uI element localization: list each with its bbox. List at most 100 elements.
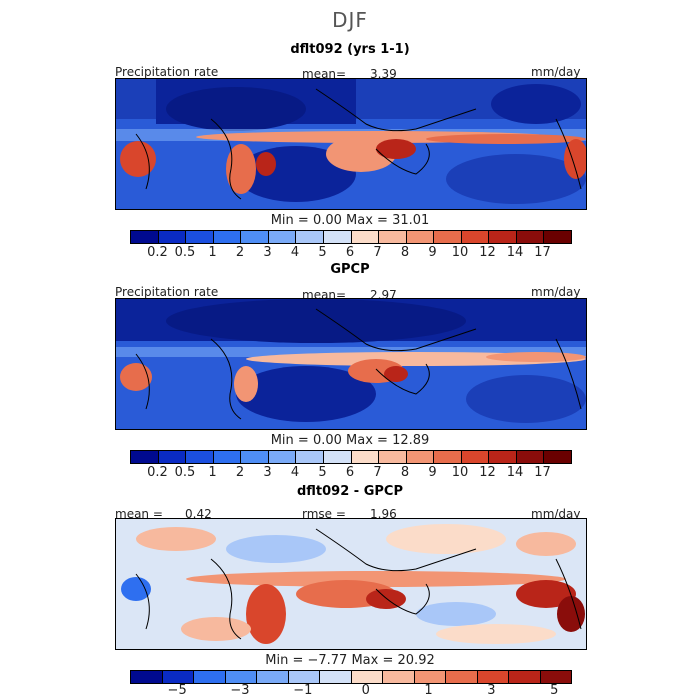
colorbar-tick-label: 3 <box>263 465 272 480</box>
panel-2-min-value: 0.00 <box>312 433 342 448</box>
panel-1-min-value: 0.00 <box>312 213 342 228</box>
colorbar-swatch <box>540 671 571 683</box>
colorbar-tick-label: 5 <box>550 683 559 698</box>
colorbar-tick-label: −3 <box>230 683 250 698</box>
colorbar-swatch <box>489 231 517 243</box>
colorbar-swatch <box>509 671 541 683</box>
panel-3-units: mm/day <box>531 507 581 521</box>
colorbar-swatch <box>351 451 380 463</box>
panel-1-max-value: 31.01 <box>392 213 430 228</box>
colorbar-tick-label: 2 <box>235 245 245 260</box>
colorbar-swatch <box>434 231 462 243</box>
panel-2-title: GPCP <box>330 262 370 277</box>
colorbar-tick-label: 2 <box>235 465 245 480</box>
colorbar-tick-label: 5 <box>318 245 327 260</box>
colorbar-tick-label: −1 <box>293 683 313 698</box>
panel-1-mean-value: 3.39 <box>370 67 397 81</box>
panel-1-max-label: Max = <box>346 213 388 228</box>
colorbar-swatch <box>186 231 214 243</box>
colorbar-swatch <box>461 231 490 243</box>
panel-1-colorbar-ticks: 0.2 0.5 1 2 3 4 5 6 7 8 9 10 12 14 17 <box>130 245 570 261</box>
colorbar-tick-label: 1 <box>208 245 217 260</box>
panel-1-variable-label: Precipitation rate <box>115 65 219 79</box>
colorbar-swatch <box>446 671 478 683</box>
colorbar-tick-label: 8 <box>400 465 410 480</box>
panel-2-variable-label: Precipitation rate <box>115 285 219 299</box>
panel-3-min-label: Min = <box>265 653 304 668</box>
panel-1-field <box>116 79 586 209</box>
colorbar-swatch <box>351 671 383 683</box>
panel-3-mean-label: mean = <box>115 507 163 521</box>
colorbar-swatch <box>158 451 187 463</box>
colorbar-tick-label: 0 <box>361 683 370 698</box>
colorbar-swatch <box>489 451 517 463</box>
colorbar-tick-label: 17 <box>534 245 551 260</box>
colorbar-swatch <box>461 451 490 463</box>
colorbar-swatch <box>131 231 159 243</box>
colorbar-swatch <box>288 671 320 683</box>
colorbar-swatch <box>379 231 407 243</box>
panel-1-units: mm/day <box>531 65 581 79</box>
colorbar-swatch <box>351 231 380 243</box>
colorbar-tick-label: 12 <box>479 465 496 480</box>
panel-3-title: dflt092 - GPCP <box>296 484 403 499</box>
panel-3-rmse-label: rmse = <box>302 507 346 521</box>
colorbar-tick-label: 3 <box>487 683 496 698</box>
panel-2-colorbar-ticks: 0.2 0.5 1 2 3 4 5 6 7 8 9 10 12 14 17 <box>130 465 570 481</box>
panel-3-minmax: Min = −7.77 Max = 20.92 <box>0 653 700 668</box>
panel-1-minmax: Min = 0.00 Max = 31.01 <box>0 213 700 228</box>
panel-1-title: dflt092 (yrs 1-1) <box>290 42 410 57</box>
colorbar-tick-label: 6 <box>345 245 355 260</box>
colorbar-swatch <box>225 671 257 683</box>
colorbar-swatch <box>194 671 226 683</box>
colorbar-tick-label: 0.2 <box>147 245 168 260</box>
colorbar-swatch <box>323 231 352 243</box>
colorbar-swatch <box>544 451 571 463</box>
colorbar-tick-label: 5 <box>318 465 327 480</box>
colorbar-tick-label: 12 <box>479 245 496 260</box>
colorbar-swatch <box>414 671 446 683</box>
colorbar-swatch <box>131 671 163 683</box>
colorbar-tick-label: 7 <box>373 245 382 260</box>
colorbar-tick-label: 7 <box>373 465 382 480</box>
colorbar-swatch <box>162 671 194 683</box>
panel-3-rmse-value: 1.96 <box>370 507 397 521</box>
colorbar-tick-label: 17 <box>534 465 551 480</box>
panel-2-colorbar <box>130 450 572 464</box>
colorbar-swatch <box>241 231 269 243</box>
colorbar-tick-label: 10 <box>451 245 469 260</box>
colorbar-swatch <box>320 671 352 683</box>
colorbar-swatch <box>434 451 462 463</box>
panel-3-max-label: Max = <box>351 653 394 668</box>
colorbar-tick-label: 0.2 <box>147 465 168 480</box>
colorbar-swatch <box>296 451 324 463</box>
colorbar-tick-label: 14 <box>506 465 524 480</box>
panel-1-min-label: Min = <box>270 213 309 228</box>
colorbar-swatch <box>383 671 415 683</box>
colorbar-swatch <box>241 451 269 463</box>
colorbar-tick-label: 14 <box>506 245 524 260</box>
panel-2-minmax: Min = 0.00 Max = 12.89 <box>0 433 700 448</box>
panel-3-colorbar <box>130 670 572 684</box>
colorbar-swatch <box>158 231 187 243</box>
colorbar-swatch <box>406 451 435 463</box>
panel-1-mean-label: mean= <box>302 67 347 81</box>
panel-2-max-value: 12.89 <box>392 433 430 448</box>
panel-3-colorbar-ticks: −5 −3 −1 0 1 3 5 <box>130 683 570 699</box>
colorbar-swatch <box>516 451 545 463</box>
panel-2-units: mm/day <box>531 285 581 299</box>
colorbar-swatch <box>257 671 289 683</box>
colorbar-tick-label: 10 <box>451 465 469 480</box>
colorbar-tick-label: 3 <box>263 245 272 260</box>
panel-1-map <box>115 78 587 210</box>
colorbar-swatch <box>379 451 407 463</box>
colorbar-tick-label: 8 <box>400 245 410 260</box>
colorbar-swatch <box>406 231 435 243</box>
colorbar-swatch <box>268 231 297 243</box>
panel-3-max-value: 20.92 <box>397 653 435 668</box>
colorbar-swatch <box>268 451 297 463</box>
colorbar-tick-label: 0.5 <box>174 465 196 480</box>
colorbar-swatch <box>213 231 242 243</box>
panel-2-field <box>116 299 586 429</box>
colorbar-swatch <box>186 451 214 463</box>
